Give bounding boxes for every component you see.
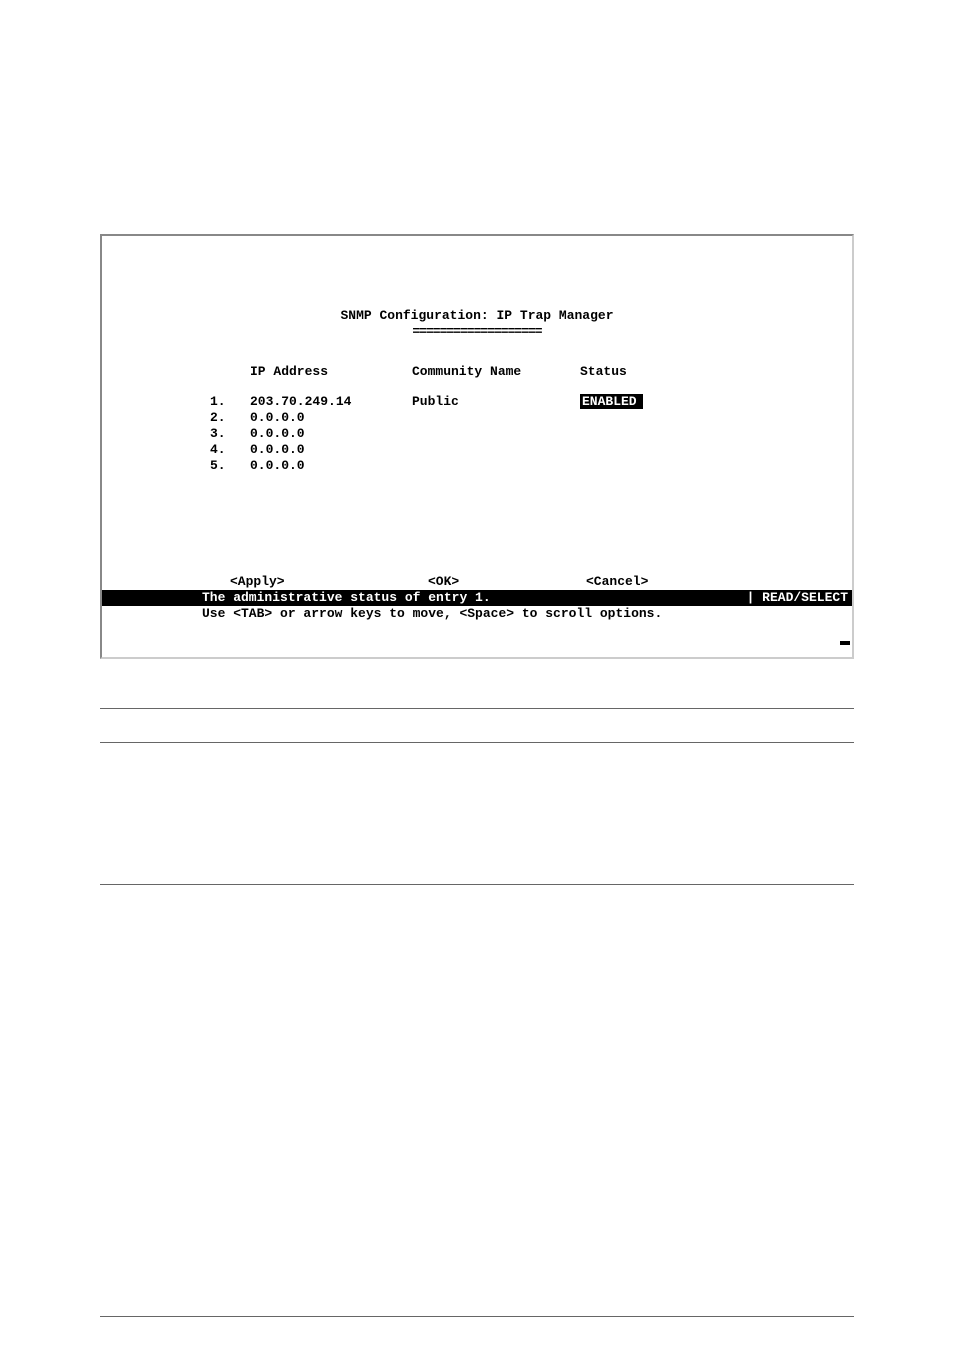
ip-field[interactable]: 0.0.0.0 [250,458,305,473]
status-message: The administrative status of entry 1. [202,590,491,605]
row-index: 5. [210,458,226,473]
community-field[interactable]: Public [412,394,459,409]
col-header-community: Community Name [412,364,521,379]
screen-title-underline: =================== [102,324,852,339]
row-index: 2. [210,410,226,425]
terminal-window: SNMP Configuration: IP Trap Manager ====… [100,234,854,659]
status-bar: The administrative status of entry 1. | … [102,590,852,606]
row-index: 3. [210,426,226,441]
ip-field[interactable]: 0.0.0.0 [250,410,305,425]
ip-field[interactable]: 0.0.0.0 [250,442,305,457]
col-header-ip: IP Address [250,364,328,379]
screen-title: SNMP Configuration: IP Trap Manager [102,308,852,323]
table-row[interactable]: 2. 0.0.0.0 [102,410,852,426]
table-row[interactable]: 5. 0.0.0.0 [102,458,852,474]
scroll-indicator [840,641,850,645]
table-row[interactable]: 3. 0.0.0.0 [102,426,852,442]
ip-field[interactable]: 0.0.0.0 [250,426,305,441]
table-row[interactable]: 1. 203.70.249.14 Public ENABLED [102,394,852,410]
ip-field[interactable]: 203.70.249.14 [250,394,351,409]
status-field-selected[interactable]: ENABLED [580,394,643,409]
divider [100,884,854,885]
apply-button[interactable]: <Apply> [230,574,285,589]
ok-button[interactable]: <OK> [428,574,459,589]
help-line: Use <TAB> or arrow keys to move, <Space>… [202,606,662,621]
terminal-content: SNMP Configuration: IP Trap Manager ====… [102,236,852,657]
status-mode: | READ/SELECT [747,590,848,605]
table-row[interactable]: 4. 0.0.0.0 [102,442,852,458]
row-index: 4. [210,442,226,457]
divider [100,708,854,709]
row-index: 1. [210,394,226,409]
col-header-status: Status [580,364,627,379]
cancel-button[interactable]: <Cancel> [586,574,648,589]
divider [100,1316,854,1317]
divider [100,742,854,743]
